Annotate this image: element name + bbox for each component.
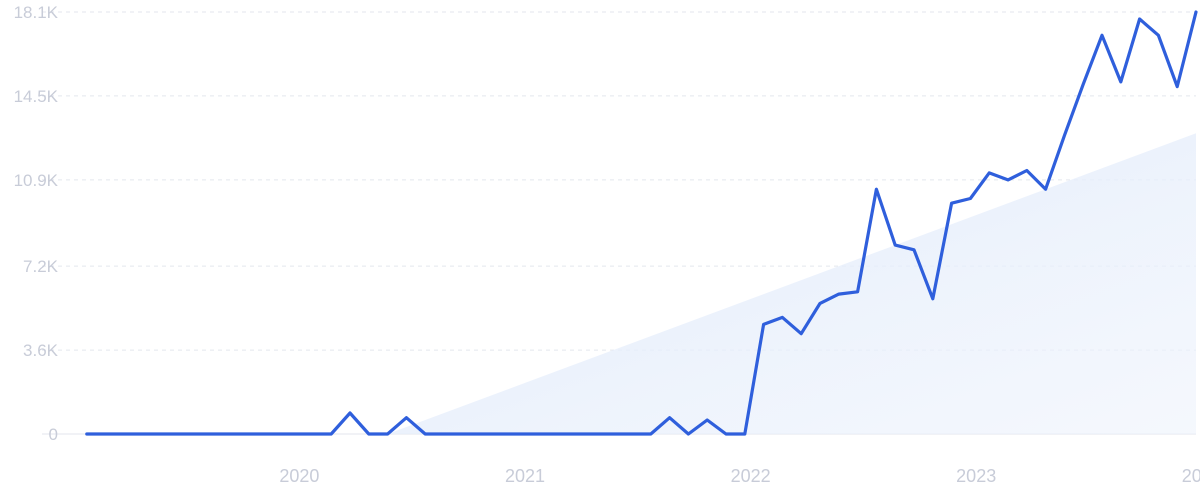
x-tick-label: 2024 — [1182, 466, 1200, 486]
y-tick-label: 10.9K — [14, 171, 59, 190]
x-tick-label: 2021 — [505, 466, 545, 486]
series-lines — [85, 10, 1198, 436]
y-axis-ticks: 0 3.6K 7.2K 10.9K 14.5K 18.1K — [14, 3, 59, 444]
x-tick-label: 2023 — [956, 466, 996, 486]
y-tick-label: 18.1K — [14, 3, 59, 22]
y-tick-label: 14.5K — [14, 87, 59, 106]
x-tick-label: 2020 — [279, 466, 319, 486]
y-tick-label: 3.6K — [23, 341, 59, 360]
series-line — [85, 10, 1198, 436]
trend-area-shape — [387, 133, 1197, 435]
x-tick-label: 2022 — [731, 466, 771, 486]
y-tick-label: 0 — [49, 425, 58, 444]
x-axis-ticks: 2020 2021 2022 2023 2024 — [279, 466, 1200, 486]
trend-area — [387, 133, 1197, 435]
y-tick-label: 7.2K — [23, 257, 59, 276]
